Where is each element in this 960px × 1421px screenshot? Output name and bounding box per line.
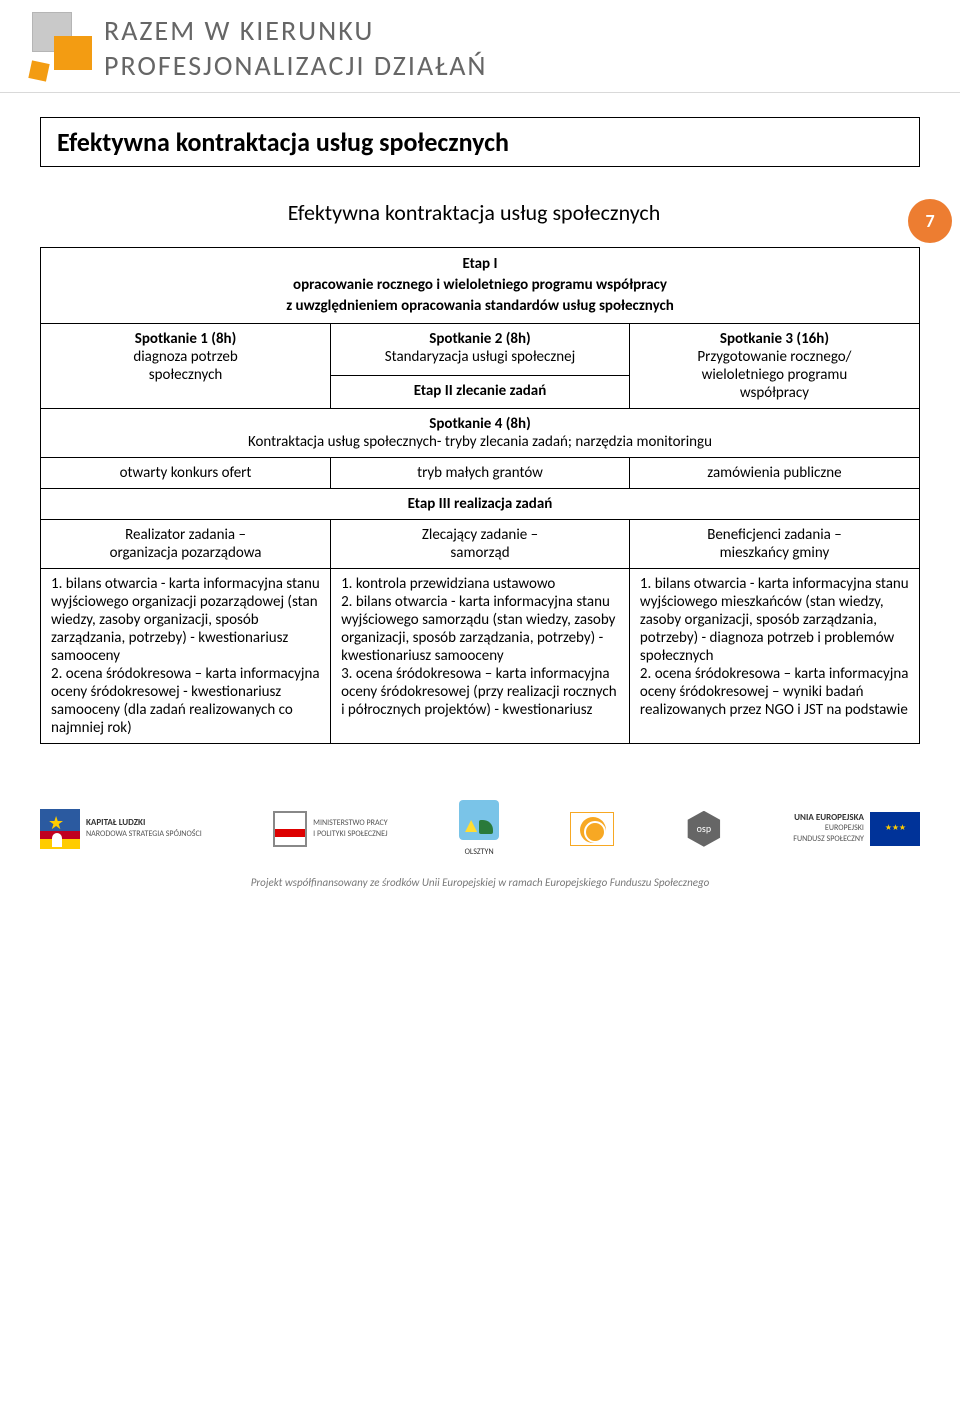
logo-mark [24, 12, 96, 84]
spotkanie1-title: Spotkanie 1 (8h) [135, 330, 237, 348]
page: RAZEM W KIERUNKU PROFESJONALIZACJI DZIAŁ… [0, 0, 960, 907]
details-c1: 1. bilans otwarcia - karta informacyjna … [41, 569, 331, 744]
logo-text: RAZEM W KIERUNKU PROFESJONALIZACJI DZIAŁ… [104, 13, 487, 83]
spotkanie1-l2: diagnoza potrzeb [133, 348, 237, 366]
etap1-desc2: z uwzględnieniem opracowania standardów … [286, 297, 674, 315]
content-table: Etap I opracowanie rocznego i wieloletni… [40, 247, 920, 744]
spotkanie3-l4: współpracy [740, 384, 809, 402]
spotkanie3-l2: Przygotowanie rocznego/ [697, 348, 851, 366]
spotkanie2-title: Spotkanie 2 (8h) [429, 330, 531, 348]
etap1-header: Etap I opracowanie rocznego i wieloletni… [41, 248, 920, 324]
eu-logo: UNIA EUROPEJSKA EUROPEJSKI FUNDUSZ SPOŁE… [793, 812, 920, 846]
footer: ★ KAPITAŁ LUDZKI NARODOWA STRATEGIA SPÓJ… [0, 792, 960, 907]
etap2-desc: Kontraktacja usług społecznych- tryby zl… [248, 433, 712, 451]
realizator-c3-l2: mieszkańcy gminy [720, 544, 830, 562]
kapital-l1: KAPITAŁ LUDZKI [86, 818, 202, 829]
spotkanie1-l3: społecznych [149, 366, 223, 384]
realizator-c1-l2: organizacja pozarządowa [110, 544, 262, 562]
olsztyn-logo: OLSZTYN [459, 800, 499, 858]
logo-line2: PROFESJONALIZACJI DZIAŁAŃ [104, 48, 487, 83]
etap1-desc1: opracowanie rocznego i wieloletniego pro… [293, 276, 667, 294]
spotkanie3-title: Spotkanie 3 (16h) [720, 330, 829, 348]
eu-l2: EUROPEJSKI [825, 823, 864, 833]
olsztyn-label: OLSZTYN [465, 848, 494, 858]
tryb-c1: otwarty konkurs ofert [41, 458, 331, 489]
page-title: Efektywna kontraktacja usług społecznych [57, 126, 903, 158]
spotkanie1-cell: Spotkanie 1 (8h) diagnoza potrzeb społec… [41, 324, 331, 409]
osp-logo [686, 811, 722, 847]
realizator-c1: Realizator zadania – organizacja pozarzą… [41, 520, 331, 569]
title-box: Efektywna kontraktacja usług społecznych [40, 117, 920, 167]
realizator-c3: Beneficjenci zadania – mieszkańcy gminy [629, 520, 919, 569]
eu-l3: FUNDUSZ SPOŁECZNY [793, 834, 864, 844]
rada-logo [570, 812, 614, 846]
subtitle-row: Efektywna kontraktacja usług społecznych… [40, 199, 952, 243]
tryb-c3: zamówienia publiczne [629, 458, 919, 489]
min-l1: MINISTERSTWO PRACY [313, 818, 388, 828]
spotkanie2-cell: Spotkanie 2 (8h) Standaryzacja usługi sp… [331, 324, 630, 376]
footer-logos: ★ KAPITAŁ LUDZKI NARODOWA STRATEGIA SPÓJ… [40, 792, 920, 866]
kapital-ludzki-logo: ★ KAPITAŁ LUDZKI NARODOWA STRATEGIA SPÓJ… [40, 809, 202, 849]
eu-flag-icon [870, 812, 920, 846]
eu-l1: UNIA EUROPEJSKA [793, 813, 864, 824]
spotkanie4-title: Spotkanie 4 (8h) [429, 415, 531, 433]
spotkanie3-cell: Spotkanie 3 (16h) Przygotowanie rocznego… [629, 324, 919, 409]
ministerstwo-logo: MINISTERSTWO PRACY I POLITYKI SPOŁECZNEJ [273, 811, 388, 847]
eagle-icon [273, 811, 307, 847]
etap1-heading: Etap I [463, 255, 498, 273]
rada-icon [570, 812, 614, 846]
page-number-badge: 7 [908, 199, 952, 243]
header-logo: RAZEM W KIERUNKU PROFESJONALIZACJI DZIAŁ… [0, 0, 960, 93]
osp-icon [686, 811, 722, 847]
realizator-c1-l1: Realizator zadania – [125, 526, 246, 544]
spotkanie3-l3: wieloletniego programu [702, 366, 848, 384]
min-l2: I POLITYKI SPOŁECZNEJ [313, 829, 387, 839]
details-c3: 1. bilans otwarcia - karta informacyjna … [629, 569, 919, 744]
etap2-heading: Etap II zlecanie zadań [331, 376, 630, 409]
footer-disclaimer: Projekt współfinansowany ze środków Unii… [40, 866, 920, 907]
kapital-icon: ★ [40, 809, 80, 849]
kapital-l2: NARODOWA STRATEGIA SPÓJNOŚCI [86, 829, 202, 839]
realizator-c2-l1: Zlecający zadanie – [422, 526, 538, 544]
realizator-c2: Zlecający zadanie – samorząd [331, 520, 630, 569]
olsztyn-icon [459, 800, 499, 840]
etap2-row: Spotkanie 4 (8h) Kontraktacja usług społ… [41, 409, 920, 458]
realizator-c3-l1: Beneficjenci zadania – [707, 526, 842, 544]
details-c2: 1. kontrola przewidziana ustawowo 2. bil… [331, 569, 630, 744]
realizator-c2-l2: samorząd [450, 544, 509, 562]
spotkanie2-l2: Standaryzacja usługi społecznej [385, 348, 575, 366]
subtitle: Efektywna kontraktacja usług społecznych [40, 199, 908, 226]
etap3-heading: Etap III realizacja zadań [41, 489, 920, 520]
tryb-c2: tryb małych grantów [331, 458, 630, 489]
logo-line1: RAZEM W KIERUNKU [104, 13, 487, 48]
